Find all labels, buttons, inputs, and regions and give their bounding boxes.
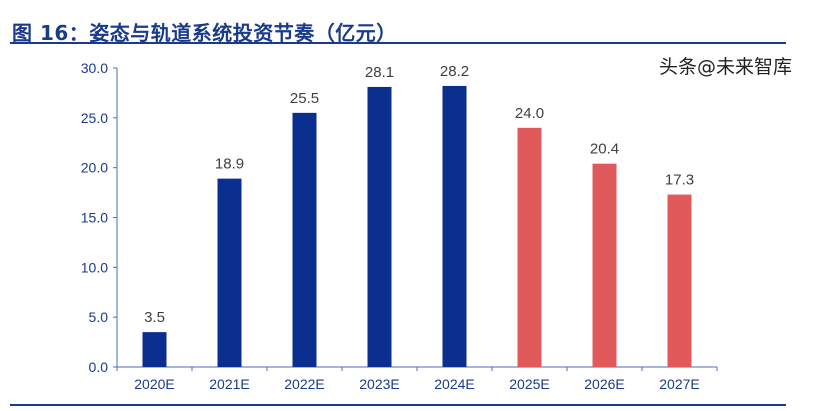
- watermark: 头条@未来智库: [658, 56, 792, 78]
- bar-2026E: [592, 163, 617, 367]
- data-label: 28.2: [440, 63, 469, 80]
- data-label: 28.1: [365, 64, 394, 81]
- y-tick-label: 30.0: [81, 60, 108, 76]
- y-tick-label: 10.0: [81, 259, 108, 275]
- x-tick-label: 2021E: [209, 376, 249, 392]
- bar-2022E: [292, 112, 317, 367]
- x-tick-label: 2025E: [509, 376, 549, 392]
- y-tick-label: 20.0: [81, 160, 108, 176]
- y-tick-label: 0.0: [89, 359, 109, 375]
- y-tick-label: 15.0: [81, 210, 108, 226]
- x-tick-label: 2023E: [359, 376, 399, 392]
- bar-2021E: [217, 178, 242, 367]
- data-label: 20.4: [590, 141, 619, 158]
- data-label: 18.9: [215, 156, 244, 173]
- x-tick-label: 2022E: [284, 376, 324, 392]
- bar-2025E: [517, 127, 542, 367]
- data-label: 3.5: [144, 309, 165, 326]
- bottom-rule: [10, 404, 786, 406]
- bar-2023E: [367, 86, 392, 367]
- bar-2020E: [142, 332, 167, 367]
- x-tick-label: 2026E: [584, 376, 624, 392]
- x-tick-label: 2024E: [434, 376, 474, 392]
- data-label: 17.3: [665, 172, 694, 189]
- title-underline: [10, 42, 786, 44]
- bar-2024E: [442, 85, 467, 367]
- y-tick-label: 5.0: [89, 309, 109, 325]
- figure-title: 图 16：姿态与轨道系统投资节奏（亿元）: [12, 21, 397, 45]
- y-tick-label: 25.0: [81, 110, 108, 126]
- x-tick-label: 2020E: [134, 376, 174, 392]
- data-label: 25.5: [290, 90, 319, 107]
- data-label: 24.0: [515, 105, 544, 122]
- x-tick-label: 2027E: [659, 376, 699, 392]
- bar-2027E: [667, 194, 692, 367]
